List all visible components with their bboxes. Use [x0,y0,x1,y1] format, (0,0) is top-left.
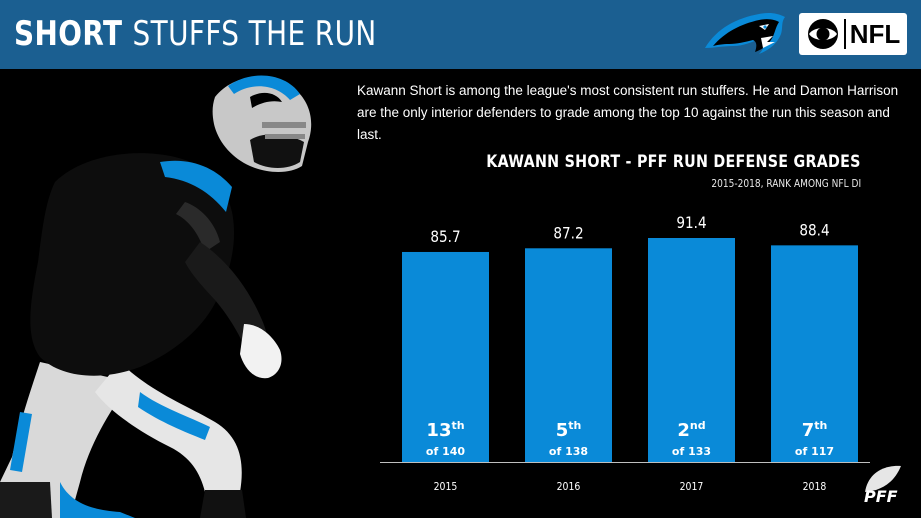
rank-label: 2nd [677,419,705,441]
data-label: 87.2 [553,224,583,242]
title-bold: SHORT [14,14,123,54]
rank-number: 5 [556,420,569,441]
title-rest: STUFFS THE RUN [132,14,377,54]
bar [525,248,612,462]
description-text: Kawann Short is among the league's most … [357,83,899,142]
chart-title: KAWANN SHORT - PFF RUN DEFENSE GRADES [486,152,861,172]
panther-icon [705,13,785,54]
rank-suffix: th [451,419,464,432]
rank-of-label: of 140 [426,445,465,458]
data-label: 85.7 [430,228,460,246]
rank-label: 7th [802,419,828,441]
cbs-nfl-logo: NFL [799,13,907,55]
svg-text:PFF: PFF [864,487,898,504]
rank-suffix: nd [690,419,706,432]
cbs-eye-icon [807,19,838,49]
x-tick-label: 2015 [434,481,458,493]
pff-logo-icon: PFF [864,465,901,504]
x-tick-label: 2018 [803,481,827,493]
rank-number: 13 [426,420,451,441]
x-tick-label: 2016 [557,481,581,493]
header-banner: SHORT STUFFS THE RUN NFL [0,0,921,69]
page-title: SHORT STUFFS THE RUN [14,10,377,58]
rank-label: 13th [426,419,464,441]
rank-of-label: of 117 [795,445,834,458]
rank-suffix: th [814,419,827,432]
nfl-logo-text: NFL [849,18,901,49]
rank-of-label: of 133 [672,445,711,458]
rank-label: 5th [556,419,582,441]
player-photo [0,75,312,518]
rank-number: 7 [802,420,815,441]
rank-of-label: of 138 [549,445,588,458]
rank-number: 2 [677,420,690,441]
rank-suffix: th [568,419,581,432]
x-tick-label: 2017 [680,481,704,493]
chart-subtitle: 2015-2018, RANK AMONG NFL DI [711,178,861,190]
bar [771,245,858,462]
data-label: 88.4 [799,221,829,239]
logo-divider [843,19,846,49]
bar [402,251,489,462]
data-label: 91.4 [676,214,706,232]
bar [648,238,735,462]
